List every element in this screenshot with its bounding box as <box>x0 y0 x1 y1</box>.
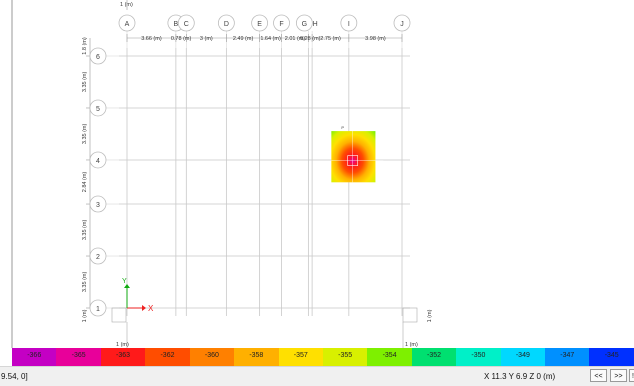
y-axis-arrowhead <box>124 284 130 288</box>
extra-button[interactable]: ! <box>629 369 634 382</box>
dimension-label-y: 3.35 (m) <box>82 72 88 93</box>
status-bar: 9.54, 0] X 11.3 Y 6.9 Z 0 (m) << >> ! <box>0 366 634 386</box>
dimension-label-x: 3.66 (m) <box>141 36 162 42</box>
legend-value: -363 <box>116 352 131 359</box>
legend-value: -354 <box>382 352 397 359</box>
patch-pin-label: P <box>341 125 344 130</box>
grid-bubble-label: A <box>125 21 130 28</box>
contour-patch <box>331 131 376 183</box>
grid-bubble-label: G <box>302 21 307 28</box>
grid-bubble <box>89 47 107 65</box>
legend-value: -358 <box>249 352 264 359</box>
edge-label-bottom-left: 1 (m) <box>116 342 129 348</box>
grid-bubble-label: 3 <box>96 202 100 209</box>
dimension-label-y: 3.35 (m) <box>82 123 88 144</box>
grid-bubble <box>118 14 136 32</box>
legend-value: -349 <box>515 352 530 359</box>
dimension-label-y: 3.35 (m) <box>82 272 88 293</box>
previous-button[interactable]: << <box>590 369 607 382</box>
edge-label-bottom-right: 1 (m) <box>405 342 418 348</box>
grid-bubble <box>295 14 313 32</box>
dimension-label-x: 0.28 (m) <box>300 36 321 42</box>
legend-segment: -349 <box>500 348 546 366</box>
grid-bubble-label: C <box>184 21 189 28</box>
contour-legend: -366 -365 -363 -362 -360 -358 -357 -355 -354 -352… <box>12 348 634 366</box>
dimension-label-x: 3.98 (m) <box>365 36 386 42</box>
y-axis-label: Y <box>122 278 127 285</box>
edge-dimension-box <box>111 307 127 323</box>
legend-value: -347 <box>560 352 575 359</box>
legend-segment: -366 <box>12 348 57 366</box>
legend-value: -360 <box>204 352 219 359</box>
legend-value: -365 <box>71 352 86 359</box>
grid-bubble-label: E <box>257 21 262 28</box>
grid-bubble-label: I <box>348 21 350 28</box>
grid-bubble-label: 4 <box>96 158 100 165</box>
grid-bubble <box>177 14 195 32</box>
dimension-label-x: 0.78 (m) <box>171 36 192 42</box>
legend-segment: -360 <box>189 348 235 366</box>
legend-value: -357 <box>293 352 308 359</box>
grid-bubble <box>89 299 107 317</box>
dimension-label-y: 1.8 (m) <box>82 37 88 55</box>
grid-bubble <box>89 151 107 169</box>
grid-bubble-label: F <box>279 21 283 28</box>
legend-segment: -347 <box>545 348 590 366</box>
legend-value: -366 <box>27 352 42 359</box>
dimension-label-x: 1.64 (m) <box>260 36 281 42</box>
legend-segment: -357 <box>278 348 323 366</box>
edge-label-left: 1 (m) <box>82 309 88 322</box>
dimension-label-y: 3.35 (m) <box>82 220 88 241</box>
grid-bubble <box>89 247 107 265</box>
grid-bubble <box>273 14 290 32</box>
dimension-label-x: 3 (m) <box>200 36 213 42</box>
dimension-label-x: 2.49 (m) <box>233 36 254 42</box>
edge-label-top: 1 (m) <box>120 2 133 8</box>
dimension-label-x: 2.01 (m) <box>285 36 306 42</box>
legend-value: -345 <box>604 352 619 359</box>
grid-bubble-label: B <box>174 21 179 28</box>
x-axis-label: X <box>148 304 154 313</box>
grid-bubble <box>251 14 269 32</box>
edge-label-right: 1 (m) <box>427 309 433 322</box>
grid-bubble-label: 1 <box>96 306 100 313</box>
grid-bubble <box>393 14 411 32</box>
legend-segment: -358 <box>234 348 279 366</box>
edge-dimension-box <box>402 307 418 323</box>
legend-segment: -362 <box>145 348 190 366</box>
cursor-coordinates: X 11.3 Y 6.9 Z 0 (m) <box>484 372 556 381</box>
dimension-label-x: 2.75 (m) <box>320 36 341 42</box>
grid-bubble <box>89 195 107 213</box>
grid-bubble-label: 6 <box>96 54 100 61</box>
legend-segment: -365 <box>56 348 101 366</box>
legend-segment: -355 <box>322 348 368 366</box>
legend-value: -350 <box>471 352 486 359</box>
legend-segment: -363 <box>100 348 146 366</box>
next-button[interactable]: >> <box>610 369 627 382</box>
legend-value: -355 <box>338 352 353 359</box>
legend-value: -362 <box>160 352 175 359</box>
grid-bubble-label: J <box>400 21 404 28</box>
model-canvas[interactable]: 3.66 (m) 0.78 (m) 3 (m) 2.49 (m) 1.64 (m) 2.0… <box>0 0 634 348</box>
grid-bubble-label: 2 <box>96 254 100 261</box>
status-left-text: 9.54, 0] <box>1 372 28 381</box>
legend-segment: -345 <box>589 348 634 366</box>
grid-bubble <box>340 14 358 32</box>
grid-bubble-label: H <box>313 21 318 28</box>
legend-segment: -354 <box>367 348 412 366</box>
grid-bubble <box>89 99 107 117</box>
legend-segment: -352 <box>411 348 457 366</box>
dimension-label-y: 2.84 (m) <box>82 172 88 193</box>
grid-bubble-label: 5 <box>96 106 100 113</box>
x-axis-arrowhead <box>142 305 146 311</box>
grid-bubble <box>217 14 235 32</box>
legend-value: -352 <box>427 352 442 359</box>
grid-bubble-label: D <box>224 21 229 28</box>
legend-segment: -350 <box>456 348 501 366</box>
